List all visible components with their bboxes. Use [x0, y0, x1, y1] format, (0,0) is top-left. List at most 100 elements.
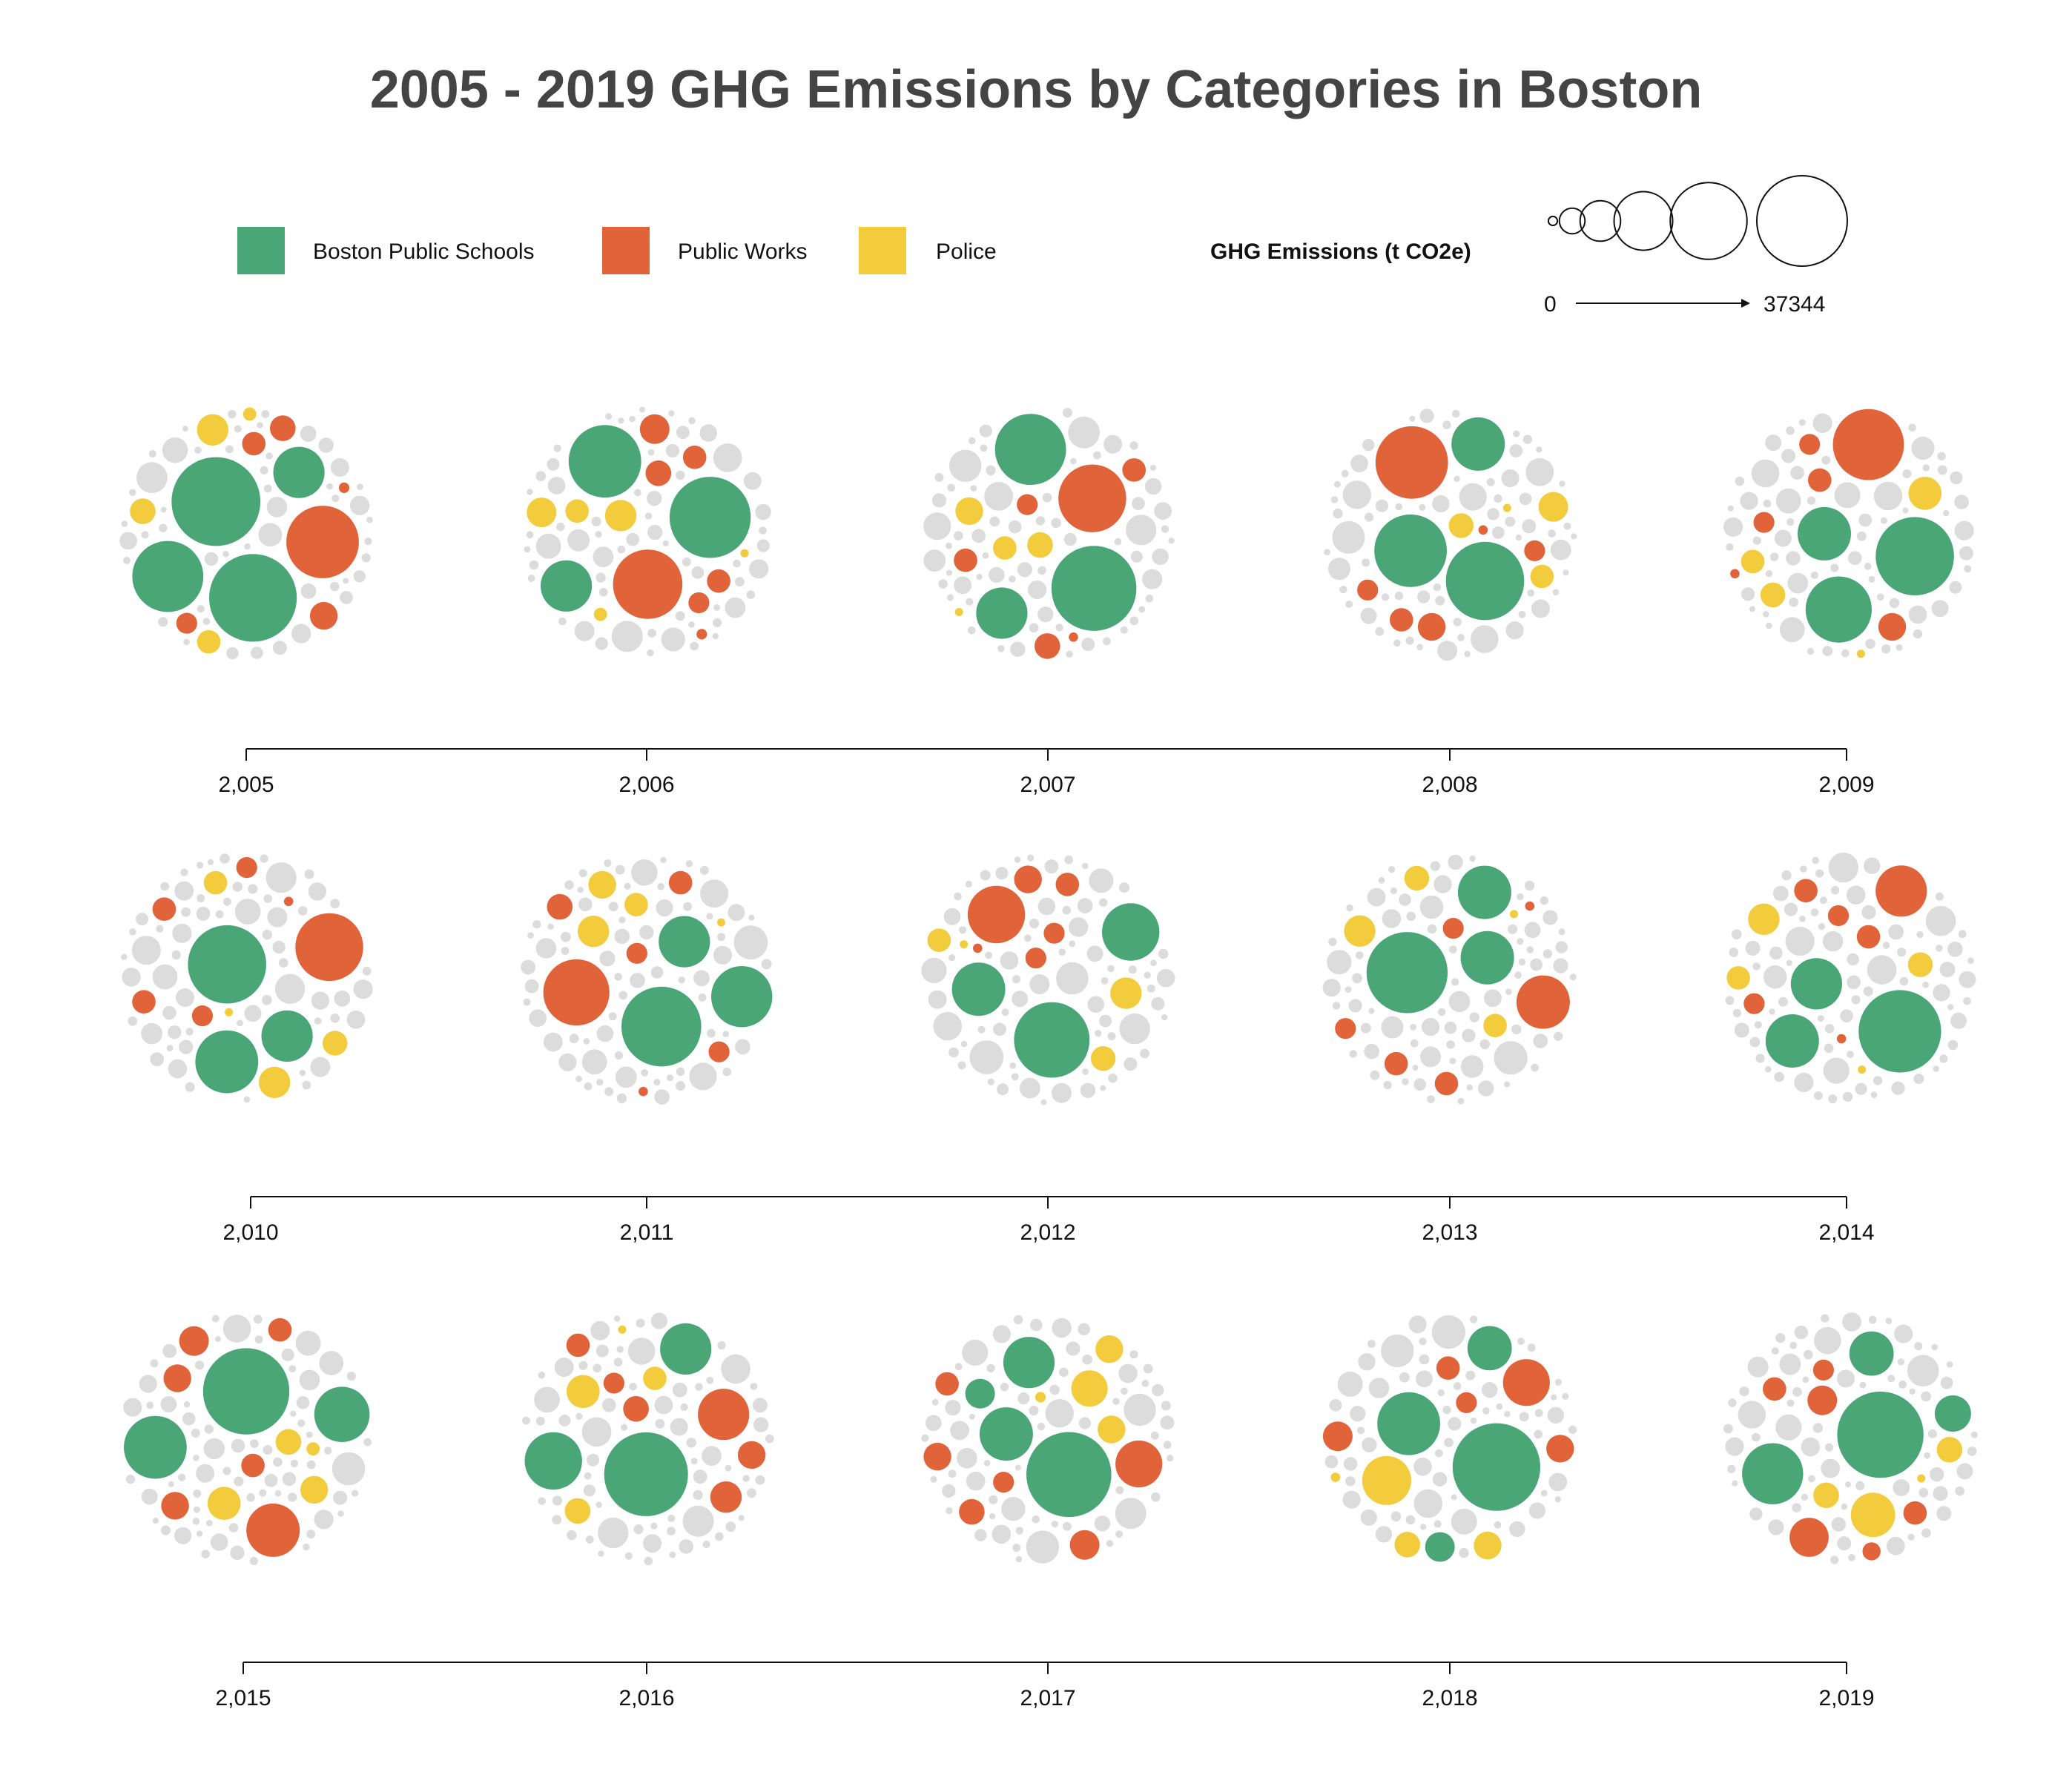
bubble-police: [1110, 977, 1142, 1009]
bubble-other: [300, 583, 317, 599]
bubble-public-works: [613, 549, 683, 619]
bubble-other: [954, 1363, 963, 1371]
bubble-police: [1530, 564, 1554, 589]
bubble-other: [1063, 408, 1072, 418]
bubble-other: [1413, 1078, 1426, 1091]
bubble-other: [985, 951, 992, 959]
bubble-other: [989, 1495, 998, 1504]
bubble-schools: [195, 1030, 259, 1094]
bubble-other: [352, 1490, 359, 1497]
bubble-other: [1365, 512, 1374, 522]
bubble-other: [1460, 1055, 1484, 1078]
bubble-other: [564, 880, 574, 890]
bubble-public-works: [1390, 608, 1413, 632]
bubble-other: [575, 1412, 583, 1421]
bubble-other: [152, 964, 178, 990]
bubble-other: [265, 862, 297, 893]
bubble-other: [574, 621, 595, 641]
axis-tick-label: 2,005: [218, 773, 274, 797]
bubble-other: [1453, 618, 1462, 627]
bubble-other: [616, 1346, 624, 1353]
bubble-other: [191, 1429, 200, 1438]
bubble-other: [691, 566, 705, 579]
bubble-other: [558, 1053, 577, 1071]
bubble-other: [1142, 569, 1163, 589]
bubble-other: [192, 1518, 200, 1525]
bubble-other: [1138, 606, 1146, 613]
bubble-other: [561, 931, 571, 942]
bubble-other: [1781, 449, 1796, 463]
bubble-other: [1927, 1429, 1937, 1438]
bubble-other: [129, 489, 136, 496]
bubble-other: [599, 951, 616, 967]
bubble-other: [1568, 1425, 1577, 1435]
bubble-police: [300, 1475, 329, 1504]
bubble-other: [526, 531, 534, 539]
bubble-other: [615, 1066, 637, 1088]
bubble-other: [231, 1438, 245, 1453]
bubble-other: [234, 1476, 244, 1487]
bubble-schools: [621, 986, 702, 1067]
bubble-police: [1813, 1482, 1839, 1509]
axis-tick-label: 2,010: [222, 1220, 278, 1245]
bubble-other: [1444, 1438, 1454, 1447]
bubble-other: [1939, 962, 1956, 978]
bubble-police: [1483, 1014, 1507, 1037]
bubble-other: [1562, 1392, 1569, 1400]
bubble-schools: [976, 587, 1028, 639]
bubble-other: [1435, 595, 1445, 606]
bubble-other: [1082, 1354, 1092, 1365]
bubble-other: [1140, 1048, 1149, 1059]
bubble-other: [921, 1434, 929, 1442]
bubble-other: [1880, 517, 1887, 524]
bubble-other: [160, 1396, 177, 1412]
bubble-other: [948, 1047, 959, 1058]
bubble-other: [1471, 625, 1499, 653]
axis-tick-label: 2,017: [1020, 1686, 1075, 1710]
bubble-other: [945, 1400, 961, 1416]
bubble-public-works: [1730, 569, 1740, 579]
bubble-other: [654, 1089, 670, 1105]
bubble-other: [1909, 1388, 1916, 1395]
bubble-other: [1410, 1039, 1419, 1048]
bubble-other: [141, 1488, 158, 1505]
bubble-other: [1740, 492, 1758, 510]
bubble-schools: [659, 916, 710, 968]
bubble-other: [1442, 1405, 1451, 1415]
bubble-other: [647, 629, 656, 638]
bubble-other: [925, 1415, 942, 1432]
bubble-public-works: [1014, 865, 1042, 893]
bubble-other: [1732, 929, 1742, 939]
bubble-other: [599, 587, 608, 597]
bubble-other: [595, 572, 606, 583]
bubble-other: [1514, 971, 1522, 979]
bubble-other: [197, 862, 204, 869]
bubble-other: [168, 1025, 182, 1039]
axis-tick-label: 2,009: [1818, 773, 1874, 797]
bubble-schools: [1026, 1432, 1112, 1518]
bubble-other: [1513, 430, 1520, 437]
bubble-other: [1739, 1386, 1749, 1397]
bubble-other: [639, 925, 654, 940]
bubble-other: [1328, 937, 1337, 947]
bubble-other: [538, 1371, 546, 1379]
bubble-other: [1725, 996, 1735, 1005]
bubble-other: [1055, 624, 1063, 632]
bubble-other: [1350, 1406, 1366, 1422]
bubble-other: [616, 1093, 627, 1104]
bubble-other: [1010, 641, 1026, 657]
bubble-other: [330, 581, 340, 592]
bubble-other: [527, 932, 534, 939]
bubble-public-works: [710, 1481, 742, 1513]
bubble-other: [125, 1475, 136, 1484]
bubble-other: [667, 1527, 676, 1536]
bubble-other: [1406, 911, 1416, 922]
bubble-other: [1873, 1076, 1883, 1085]
bubble-other: [1438, 1008, 1446, 1016]
bubble-other: [749, 559, 769, 579]
bubble-other: [1908, 423, 1916, 432]
bubble-other: [581, 1417, 612, 1447]
bubble-other: [1496, 1403, 1503, 1410]
bubble-other: [1518, 958, 1526, 966]
bubble-other: [1894, 1324, 1913, 1343]
